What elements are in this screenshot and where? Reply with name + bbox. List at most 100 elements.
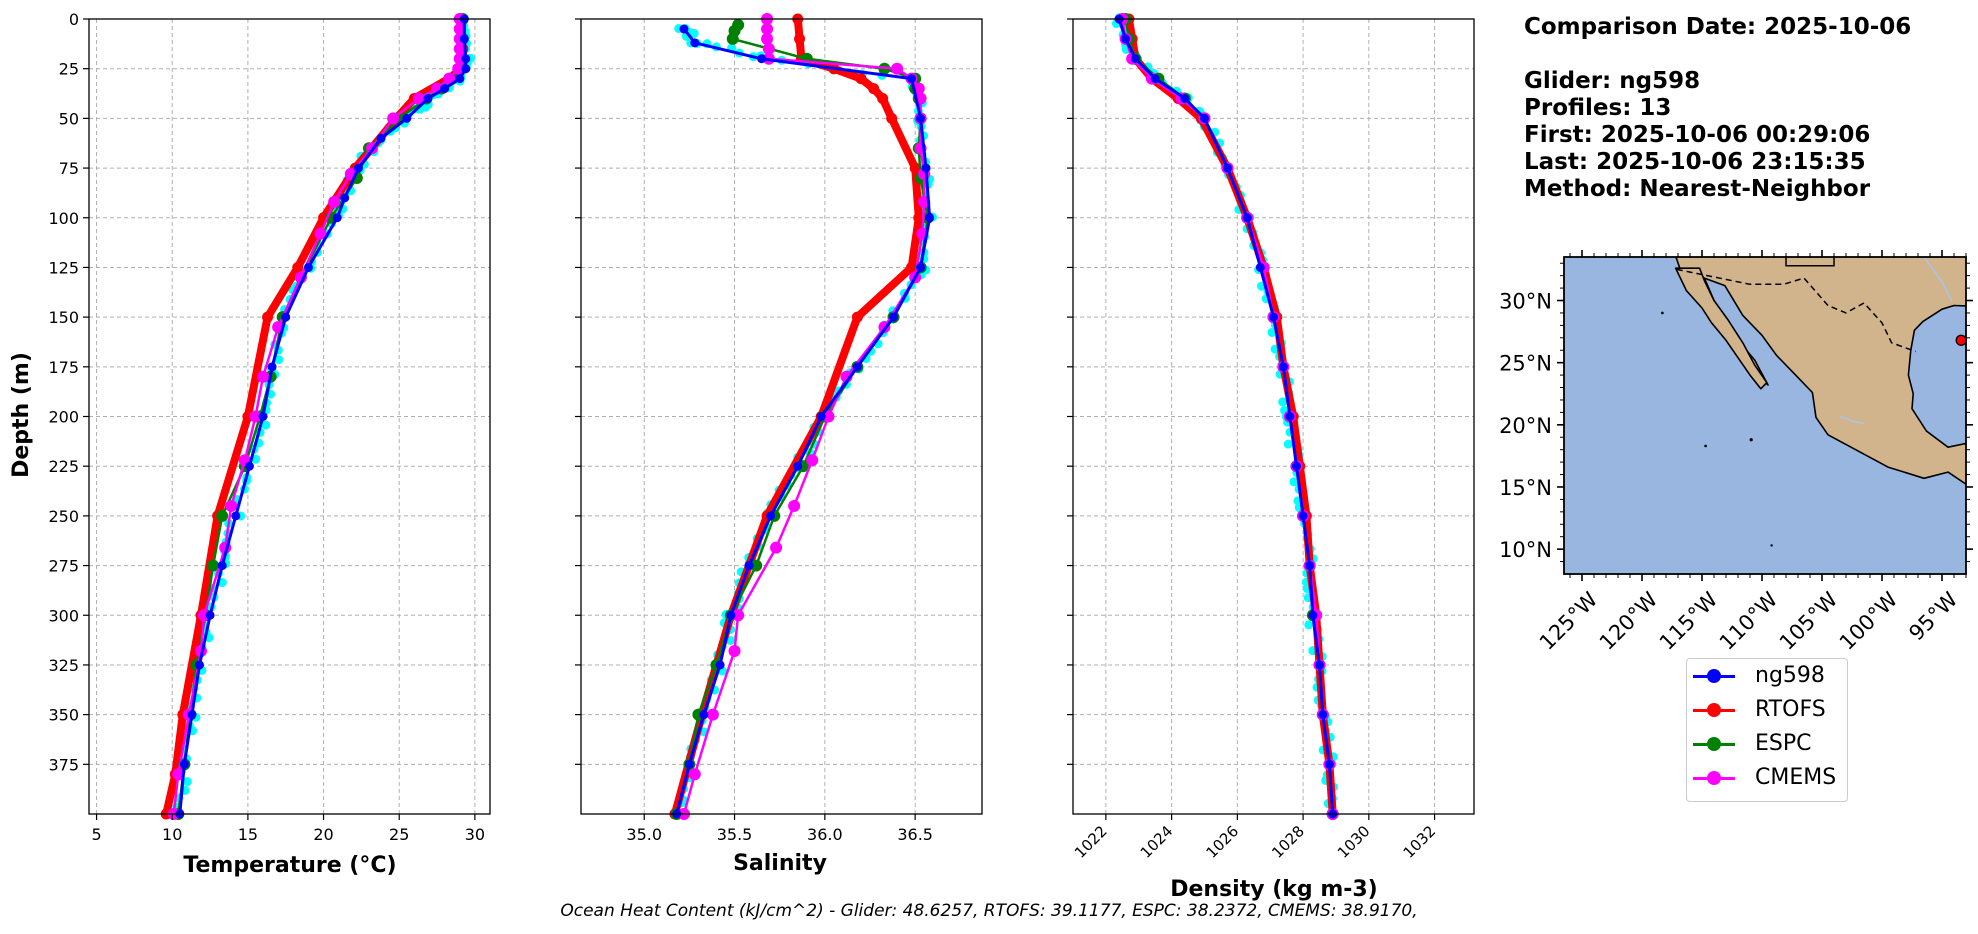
density-glider-raw-point (1284, 440, 1293, 449)
map-lat-label: 30°N (1499, 290, 1552, 314)
salinity-point-ng598 (699, 710, 708, 719)
salinity-line-ng598 (677, 29, 930, 814)
temperature-point-ng598 (180, 760, 189, 769)
temperature-x-tick-label: 5 (91, 825, 101, 844)
temperature-x-tick-label: 25 (389, 825, 409, 844)
temperature-point-ng598 (259, 412, 268, 421)
salinity-point-ng598 (690, 38, 699, 47)
temperature-y-tick-label: 175 (48, 358, 79, 377)
salinity-point-ng598 (726, 611, 735, 620)
density-point-ng598 (1292, 462, 1301, 471)
temperature-x-tick-label: 10 (162, 825, 182, 844)
plot-density: 1022 1024 1026 1028 1030 1032 (1067, 13, 1474, 862)
density-point-ng598 (1299, 511, 1308, 520)
density-glider-raw-point (1304, 620, 1313, 629)
temperature-y-tick-label: 50 (59, 109, 79, 128)
temperature-point-cmems (225, 500, 237, 512)
temperature-point-ng598 (461, 54, 470, 63)
density-point-ng598 (1279, 362, 1288, 371)
temperature-y-tick-label: 300 (48, 606, 79, 625)
temperature-point-ng598 (354, 164, 363, 173)
map-lon-label: 120°W (1595, 587, 1663, 655)
salinity-point-ng598 (916, 114, 925, 123)
salinity-point-ng598 (889, 313, 898, 322)
legend-item-cmems: CMEMS (1687, 763, 1847, 793)
legend-marker-ng598 (1707, 669, 1721, 683)
plot-salinity: 35.0 35.5 36.0 36.5 (575, 13, 982, 844)
temperature-y-tick-label: 25 (59, 60, 79, 79)
temperature-point-ng598 (206, 611, 215, 620)
density-x-tick-label: 1032 (1400, 822, 1440, 862)
temperature-point-ng598 (460, 34, 469, 43)
salinity-point-ng598 (679, 24, 688, 33)
temperature-y-tick-label: 75 (59, 159, 79, 178)
density-x-tick-label: 1028 (1268, 822, 1308, 862)
temperature-plot-frame (89, 19, 490, 814)
salinity-point-ng598 (907, 74, 916, 83)
salinity-point-ng598 (922, 164, 931, 173)
temperature-point-ng598 (231, 511, 240, 520)
profile-plots: 5 10 15 20 25 3002550751001251501752002252502… (48, 10, 1474, 862)
legend-label-rtofs: RTOFS (1755, 697, 1826, 722)
density-point-ng598 (1325, 760, 1334, 769)
salinity-point-ng598 (757, 54, 766, 63)
temperature-y-tick-label: 375 (48, 755, 79, 774)
temperature-y-tick-label: 325 (48, 656, 79, 675)
density-point-ng598 (1151, 74, 1160, 83)
salinity-point-ng598 (744, 561, 753, 570)
temperature-point-ng598 (218, 561, 227, 570)
legend-marker-cmems (1707, 771, 1721, 785)
map-lat-label: 15°N (1499, 476, 1552, 500)
temperature-point-ng598 (195, 660, 204, 669)
temperature-point-ng598 (423, 94, 432, 103)
density-point-ng598 (1223, 164, 1232, 173)
plot-temperature: 5 10 15 20 25 3002550751001251501752002252502… (48, 10, 490, 844)
salinity-point-cmems (707, 709, 719, 721)
temperature-y-tick-label: 200 (48, 408, 79, 427)
salinity-point-cmems (806, 454, 818, 466)
temperature-x-label: Temperature (°C) (183, 853, 396, 878)
temperature-point-cmems (257, 371, 269, 383)
salinity-line-espc (677, 25, 928, 814)
density-point-ng598 (1285, 412, 1294, 421)
salinity-x-label: Salinity (733, 851, 827, 876)
density-point-ng598 (1131, 54, 1140, 63)
legend-item-rtofs: RTOFS (1687, 695, 1847, 725)
interpolation-method: Method: Nearest-Neighbor (1524, 176, 1911, 203)
temperature-point-ng598 (187, 710, 196, 719)
info-panel: Comparison Date: 2025-10-06 Glider: ng59… (1524, 14, 1911, 203)
density-point-ng598 (1180, 94, 1189, 103)
density-x-label: Density (kg m-3) (1170, 877, 1378, 902)
legend-label-ng598: ng598 (1755, 663, 1825, 688)
salinity-x-tick-label: 35.5 (717, 825, 753, 844)
salinity-point-cmems (891, 63, 903, 75)
temperature-point-ng598 (268, 362, 277, 371)
density-x-tick-label: 1026 (1202, 822, 1242, 862)
salinity-point-ng598 (793, 462, 802, 471)
density-point-ng598 (1305, 561, 1314, 570)
temperature-y-tick-label: 100 (48, 209, 79, 228)
first-profile-time: First: 2025-10-06 00:29:06 (1524, 122, 1911, 149)
salinity-point-cmems (788, 500, 800, 512)
salinity-point-ng598 (716, 660, 725, 669)
temperature-point-ng598 (281, 313, 290, 322)
glider-name: Glider: ng598 (1524, 68, 1911, 95)
salinity-x-tick-label: 36.0 (807, 825, 843, 844)
temperature-y-tick-label: 150 (48, 308, 79, 327)
location-map: 125°W120°W115°W110°W105°W100°W 95°W30°N25… (1499, 250, 1978, 655)
temperature-y-tick-label: 0 (69, 10, 79, 29)
legend: ng598 RTOFS ESPC CMEMS (1686, 658, 1848, 802)
map-island (1704, 445, 1707, 448)
map-lon-label: 105°W (1775, 587, 1843, 655)
profile-count: Profiles: 13 (1524, 95, 1911, 122)
salinity-point-rtofs (886, 113, 897, 124)
map-glider-position (1956, 335, 1966, 345)
temperature-point-ng598 (455, 74, 464, 83)
density-point-ng598 (1200, 114, 1209, 123)
temperature-point-cmems (328, 196, 340, 208)
density-point-ng598 (1269, 313, 1278, 322)
map-island (1750, 438, 1753, 441)
density-point-ng598 (1256, 263, 1265, 272)
temperature-point-cmems (387, 112, 399, 124)
map-island (1770, 544, 1772, 546)
